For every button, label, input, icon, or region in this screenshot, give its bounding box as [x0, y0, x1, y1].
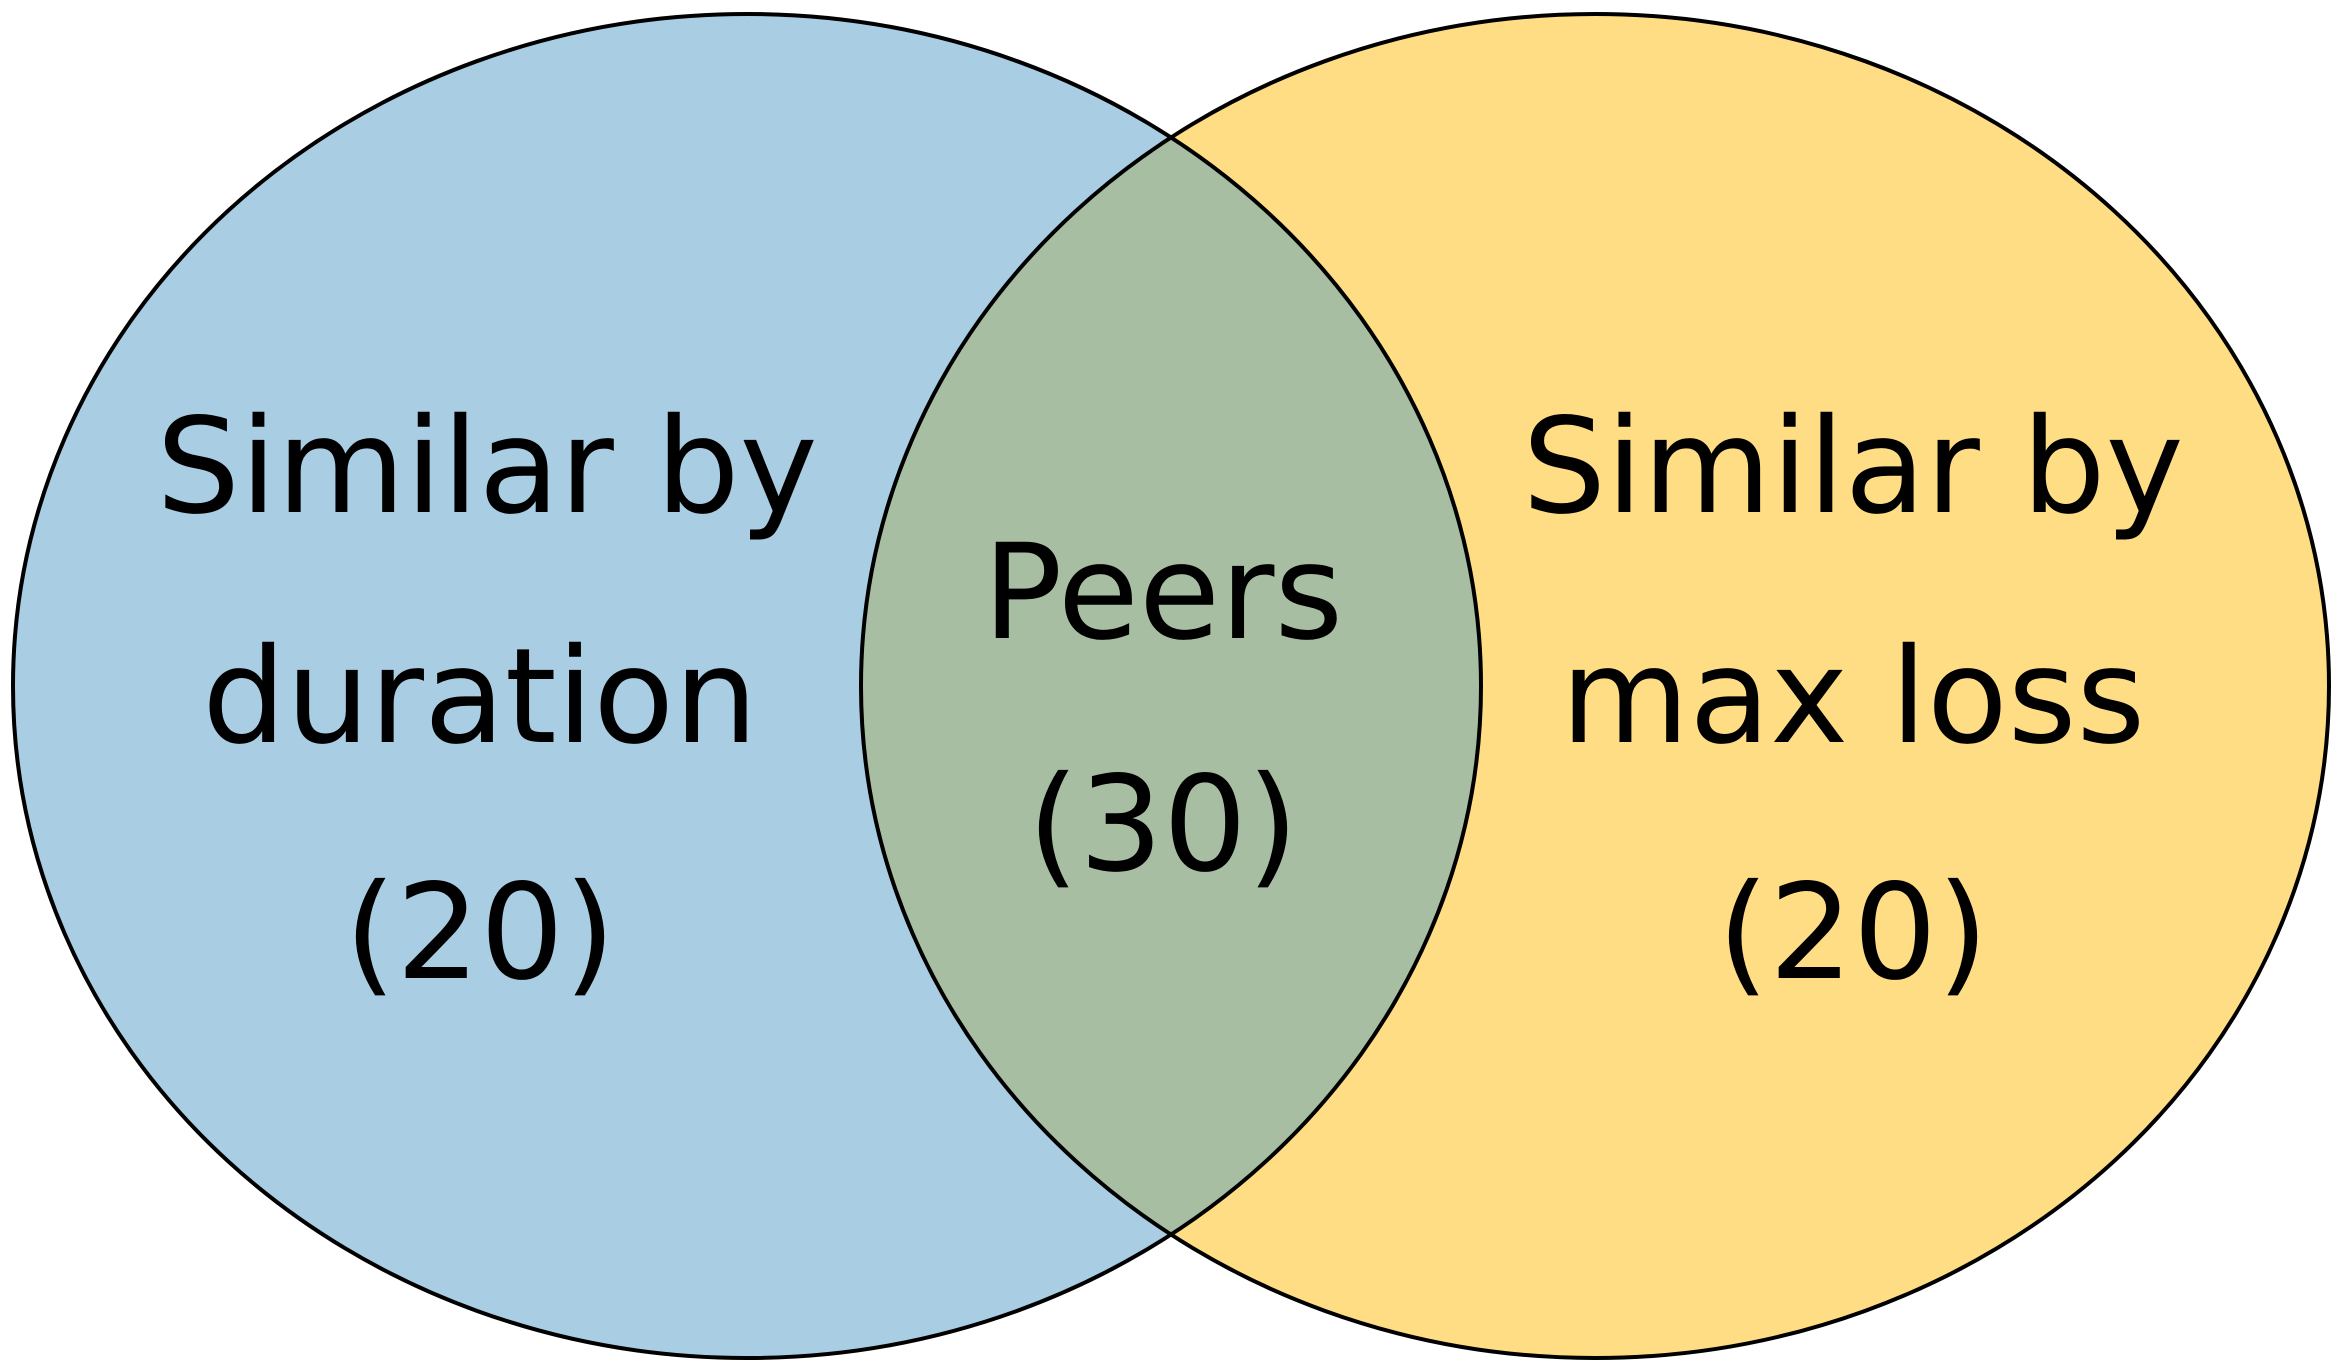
- right-label-line1: Similar by: [1522, 390, 2183, 544]
- set-left-outline: [11, 12, 1483, 1360]
- right-count: (20): [1718, 856, 1989, 1010]
- left-count: (20): [345, 856, 616, 1010]
- overlap-count: (30): [1028, 748, 1299, 902]
- left-label-line1: Similar by: [156, 390, 817, 544]
- left-label-line2: duration: [202, 620, 757, 774]
- overlap-label: Peers: [983, 516, 1343, 670]
- overlap-region: [861, 14, 1481, 1358]
- set-right-outline: [859, 12, 2331, 1360]
- right-label-line2: max loss: [1561, 620, 2146, 774]
